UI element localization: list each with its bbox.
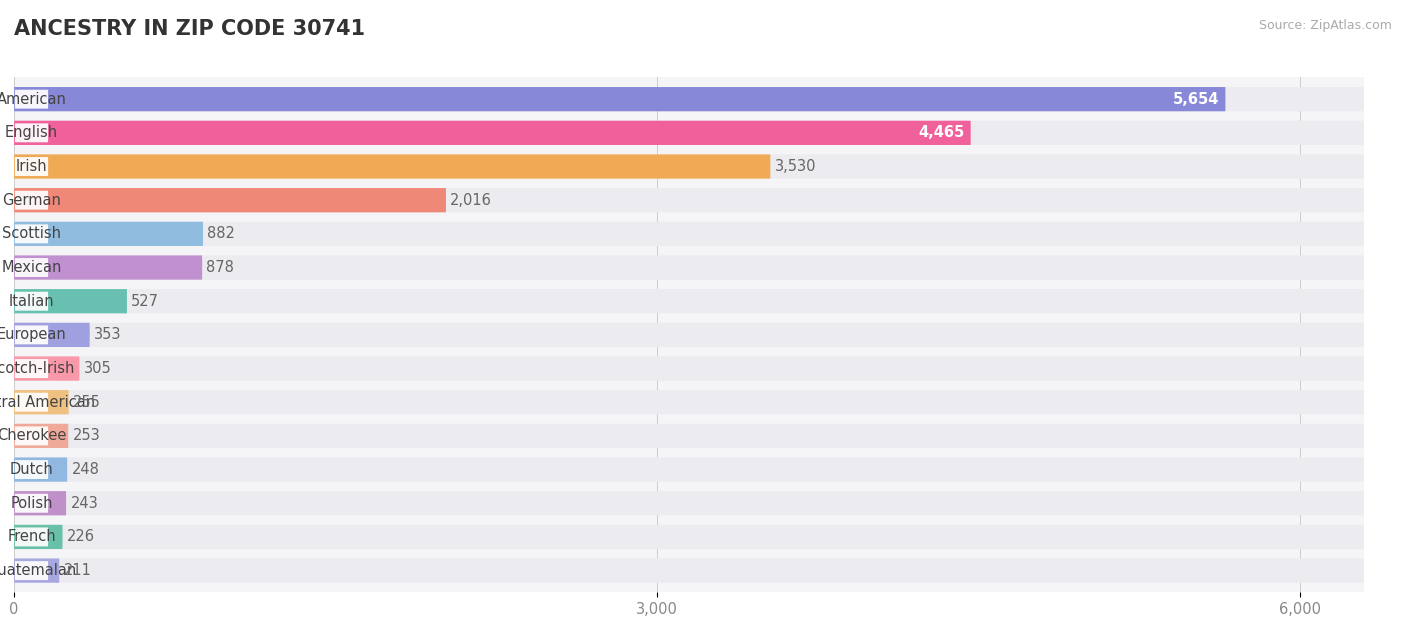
FancyBboxPatch shape xyxy=(14,323,90,347)
FancyBboxPatch shape xyxy=(14,120,1364,145)
Text: Cherokee: Cherokee xyxy=(0,428,66,444)
FancyBboxPatch shape xyxy=(14,424,1364,448)
Text: Scottish: Scottish xyxy=(1,226,60,242)
Text: 3,530: 3,530 xyxy=(775,159,815,174)
FancyBboxPatch shape xyxy=(15,292,48,310)
FancyBboxPatch shape xyxy=(14,491,66,515)
Text: Polish: Polish xyxy=(10,496,53,511)
FancyBboxPatch shape xyxy=(15,157,48,176)
FancyBboxPatch shape xyxy=(14,256,1364,279)
FancyBboxPatch shape xyxy=(14,525,1364,549)
Text: 226: 226 xyxy=(66,529,94,544)
Text: French: French xyxy=(7,529,56,544)
Text: 353: 353 xyxy=(94,327,121,343)
FancyBboxPatch shape xyxy=(14,491,1364,515)
Text: Scotch-Irish: Scotch-Irish xyxy=(0,361,75,376)
Text: 243: 243 xyxy=(70,496,98,511)
FancyBboxPatch shape xyxy=(15,561,48,580)
Text: Guatemalan: Guatemalan xyxy=(0,563,77,578)
FancyBboxPatch shape xyxy=(14,558,59,583)
FancyBboxPatch shape xyxy=(14,289,127,314)
FancyBboxPatch shape xyxy=(14,256,202,279)
Text: 255: 255 xyxy=(73,395,101,410)
FancyBboxPatch shape xyxy=(15,124,48,142)
Text: 211: 211 xyxy=(63,563,91,578)
Text: European: European xyxy=(0,327,66,343)
FancyBboxPatch shape xyxy=(14,155,770,178)
Text: Italian: Italian xyxy=(8,294,55,308)
Text: 4,465: 4,465 xyxy=(918,126,965,140)
Text: Dutch: Dutch xyxy=(10,462,53,477)
FancyBboxPatch shape xyxy=(14,87,1226,111)
FancyBboxPatch shape xyxy=(14,222,1364,246)
FancyBboxPatch shape xyxy=(15,325,48,345)
FancyBboxPatch shape xyxy=(14,289,1364,314)
FancyBboxPatch shape xyxy=(15,90,48,109)
Text: Central American: Central American xyxy=(0,395,96,410)
Text: 882: 882 xyxy=(207,226,235,242)
FancyBboxPatch shape xyxy=(14,323,1364,347)
FancyBboxPatch shape xyxy=(14,356,79,381)
Text: Irish: Irish xyxy=(15,159,48,174)
Text: English: English xyxy=(6,126,58,140)
FancyBboxPatch shape xyxy=(14,457,67,482)
FancyBboxPatch shape xyxy=(14,120,970,145)
FancyBboxPatch shape xyxy=(14,87,1364,111)
Text: Mexican: Mexican xyxy=(1,260,62,275)
Text: German: German xyxy=(1,193,60,207)
FancyBboxPatch shape xyxy=(15,393,48,412)
FancyBboxPatch shape xyxy=(14,424,69,448)
Text: 527: 527 xyxy=(131,294,159,308)
Text: 5,654: 5,654 xyxy=(1173,91,1219,107)
Text: American: American xyxy=(0,91,66,107)
FancyBboxPatch shape xyxy=(14,356,1364,381)
Text: 253: 253 xyxy=(73,428,100,444)
FancyBboxPatch shape xyxy=(15,494,48,513)
FancyBboxPatch shape xyxy=(14,525,62,549)
Text: 305: 305 xyxy=(84,361,111,376)
Text: 2,016: 2,016 xyxy=(450,193,492,207)
FancyBboxPatch shape xyxy=(15,191,48,210)
Text: ANCESTRY IN ZIP CODE 30741: ANCESTRY IN ZIP CODE 30741 xyxy=(14,19,366,39)
FancyBboxPatch shape xyxy=(15,359,48,378)
FancyBboxPatch shape xyxy=(14,390,69,414)
Text: Source: ZipAtlas.com: Source: ZipAtlas.com xyxy=(1258,19,1392,32)
FancyBboxPatch shape xyxy=(15,426,48,446)
FancyBboxPatch shape xyxy=(14,222,202,246)
Text: 248: 248 xyxy=(72,462,100,477)
FancyBboxPatch shape xyxy=(14,558,1364,583)
FancyBboxPatch shape xyxy=(14,390,1364,414)
FancyBboxPatch shape xyxy=(15,258,48,277)
FancyBboxPatch shape xyxy=(15,460,48,479)
FancyBboxPatch shape xyxy=(14,155,1364,178)
FancyBboxPatch shape xyxy=(14,188,446,213)
FancyBboxPatch shape xyxy=(15,224,48,243)
FancyBboxPatch shape xyxy=(15,527,48,546)
FancyBboxPatch shape xyxy=(14,457,1364,482)
Text: 878: 878 xyxy=(207,260,235,275)
FancyBboxPatch shape xyxy=(14,188,1364,213)
